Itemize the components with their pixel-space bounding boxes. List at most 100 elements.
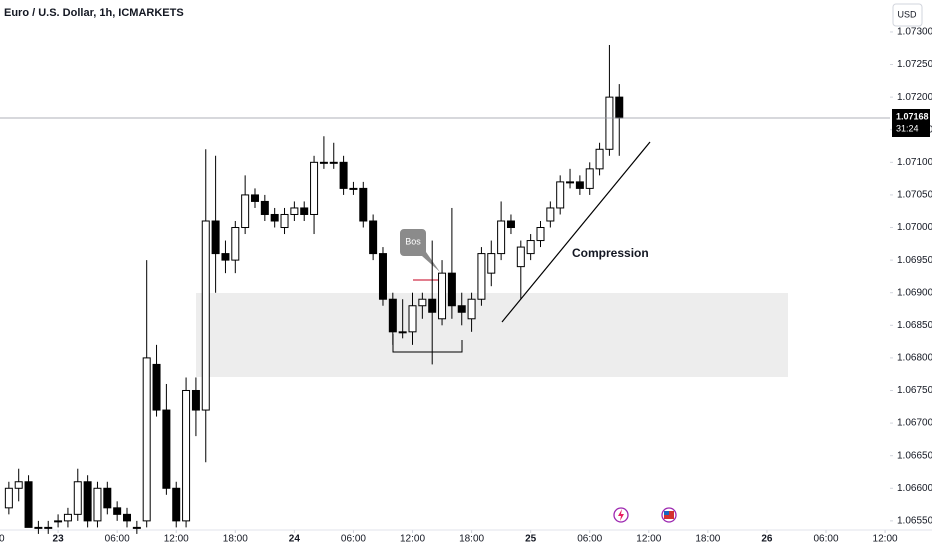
candle-body: [270, 213, 279, 222]
candle-body: [260, 200, 269, 215]
x-tick-label: 18:00: [695, 534, 720, 545]
bos-callout: [400, 229, 440, 272]
candle-body: [497, 220, 506, 255]
candle-body: [585, 168, 594, 189]
x-tick-label: 12:00: [164, 534, 189, 545]
candle-body: [605, 96, 614, 150]
candle-body: [467, 298, 476, 320]
candle-body: [428, 298, 437, 313]
candle-body: [290, 207, 299, 215]
y-tick-label: 1.06600: [897, 483, 932, 494]
x-tick-label: 12:00: [873, 534, 898, 545]
candle-body: [211, 220, 220, 255]
candle-body: [34, 526, 43, 529]
candle-body: [142, 357, 151, 522]
x-tick-label: 23: [53, 534, 65, 545]
candle-body: [4, 487, 13, 509]
y-tick-label: 1.07000: [897, 222, 932, 233]
candle-body: [63, 513, 72, 522]
last-price-label: 1.07168: [896, 111, 929, 121]
y-tick-label: 1.07200: [897, 92, 932, 103]
candle-body: [231, 227, 240, 261]
candle-body: [546, 207, 555, 222]
candle-body: [526, 240, 535, 255]
candle-body: [221, 253, 230, 261]
candle-body: [615, 96, 624, 119]
event-icon-bolt: [618, 509, 624, 521]
candle-body: [457, 305, 466, 313]
y-tick-label: 1.07050: [897, 190, 932, 201]
y-tick-label: 1.07100: [897, 157, 932, 168]
candle-body: [339, 161, 348, 189]
y-tick-label: 1.06950: [897, 255, 932, 266]
candle-body: [369, 220, 378, 255]
y-tick-label: 1.06900: [897, 287, 932, 298]
candle-body: [132, 526, 141, 529]
y-tick-label: 1.06650: [897, 450, 932, 461]
candle-body: [477, 253, 486, 300]
candle-body: [506, 220, 515, 229]
candle-body: [516, 246, 525, 268]
countdown-label: 31:24: [896, 123, 919, 133]
candle-body: [418, 298, 427, 307]
last-price-box: [892, 108, 930, 137]
x-tick-label: 12:00: [636, 534, 661, 545]
candle-body: [54, 520, 63, 523]
x-tick-label: 06:00: [105, 534, 130, 545]
candle-body: [556, 181, 565, 209]
candle-body: [280, 213, 289, 229]
x-tick-label: 24: [289, 534, 301, 545]
candle-body: [310, 161, 319, 215]
currency-box[interactable]: [892, 3, 923, 27]
candle-body: [388, 298, 397, 333]
candle-body: [73, 481, 82, 515]
candle-body: [329, 161, 338, 164]
candle-body: [398, 331, 407, 334]
candle-body: [162, 409, 171, 489]
candle-body: [536, 227, 545, 242]
candle-body: [152, 363, 161, 411]
candle-body: [201, 220, 210, 411]
x-tick-label: 06:00: [341, 534, 366, 545]
candle-body: [300, 207, 309, 215]
candle-body: [113, 507, 122, 515]
x-tick-label: 00: [0, 534, 5, 545]
candle-body: [595, 148, 604, 170]
x-tick-label: 26: [761, 534, 773, 545]
y-tick-label: 1.07250: [897, 59, 932, 70]
candle-body: [191, 389, 200, 411]
trend-line: [501, 141, 651, 323]
bos-label: Bos: [405, 236, 421, 246]
candle-body: [250, 194, 259, 202]
x-tick-label: 06:00: [813, 534, 838, 545]
candle-body: [447, 272, 456, 307]
candle-body: [123, 513, 132, 522]
candle-body: [241, 194, 250, 229]
candle-body: [83, 481, 92, 522]
candle-body: [378, 253, 387, 300]
y-tick-label: 1.06800: [897, 353, 932, 364]
y-tick-label: 1.06700: [897, 418, 932, 429]
y-tick-label: 1.06550: [897, 516, 932, 527]
candle-body: [14, 481, 23, 489]
candle-body: [566, 181, 575, 184]
candle-body: [487, 253, 496, 274]
candle-body: [172, 487, 181, 522]
candle-body: [408, 305, 417, 333]
x-tick-label: 18:00: [459, 534, 484, 545]
x-tick-label: 12:00: [400, 534, 425, 545]
y-tick-label: 1.06850: [897, 320, 932, 331]
currency-label[interactable]: USD: [897, 9, 917, 19]
candle-body: [103, 487, 112, 509]
candle-body: [349, 187, 358, 190]
y-tick-label: 1.06750: [897, 385, 932, 396]
flag-icon-canton: [664, 511, 669, 515]
y-tick-label: 1.07300: [897, 27, 932, 38]
x-tick-label: 18:00: [223, 534, 248, 545]
candle-body: [182, 389, 191, 522]
candle-body: [359, 187, 368, 222]
candle-body: [438, 272, 447, 320]
x-tick-label: 25: [525, 534, 537, 545]
demand-zone: [196, 293, 788, 377]
